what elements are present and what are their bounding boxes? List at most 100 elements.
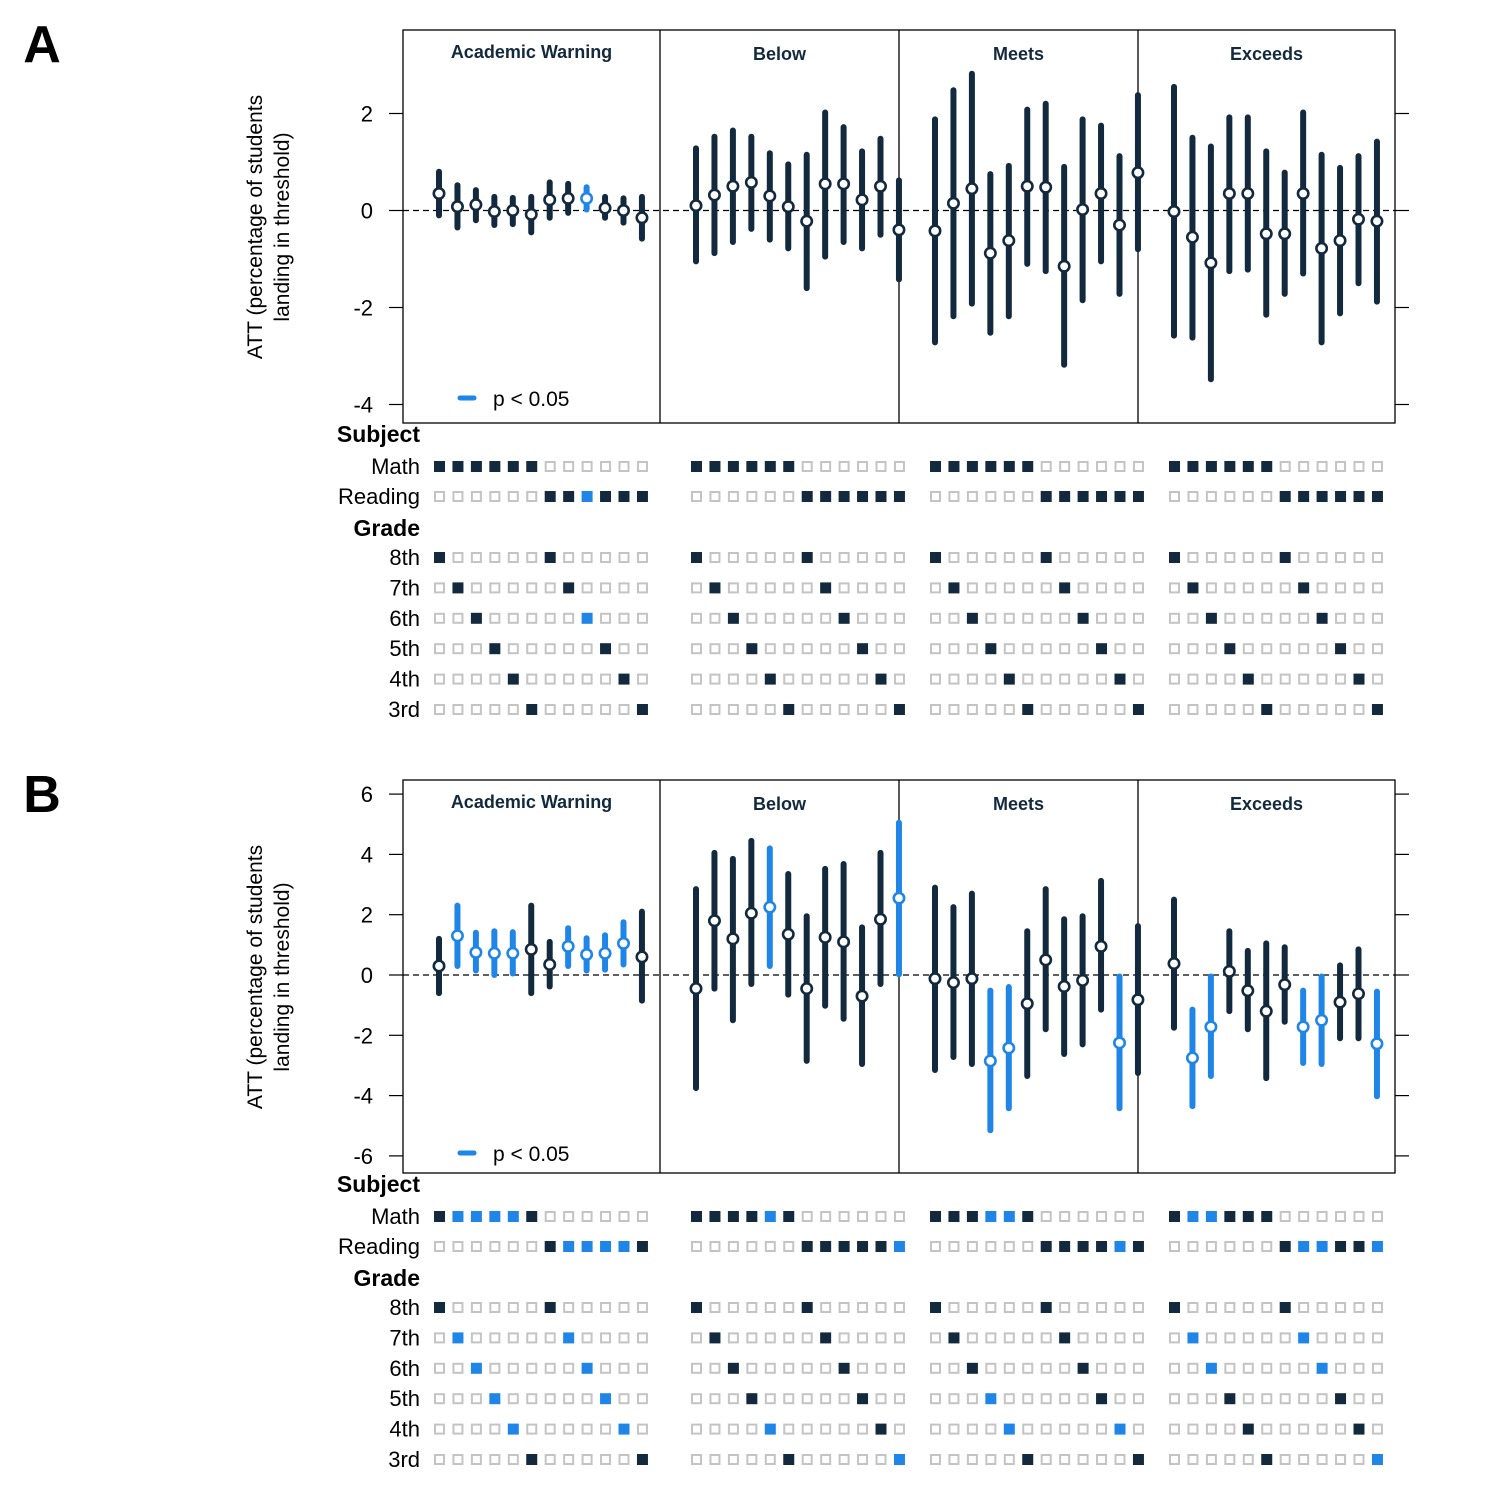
matrix-square-empty (1114, 1211, 1126, 1222)
matrix-square-filled (985, 1211, 997, 1222)
matrix-square-empty (801, 1423, 813, 1435)
point-estimate (1315, 241, 1329, 255)
point-estimate (450, 200, 464, 214)
matrix-square-empty (764, 582, 776, 594)
matrix-square-empty (1371, 1332, 1383, 1344)
matrix-square-empty (1022, 643, 1034, 655)
matrix-square-filled (820, 582, 832, 594)
matrix-square-filled (948, 582, 960, 594)
point-estimate (469, 198, 483, 212)
matrix-square-empty (838, 582, 850, 594)
matrix-square-filled (1022, 461, 1034, 472)
matrix-square-empty (1353, 704, 1365, 715)
matrix-square-empty (746, 1332, 758, 1344)
matrix-square-filled (746, 461, 758, 472)
point-estimate (580, 947, 594, 961)
matrix-square-filled (618, 1241, 630, 1252)
point-estimate (1241, 984, 1255, 998)
matrix-square-empty (507, 704, 519, 715)
matrix-square-empty (1261, 673, 1273, 685)
matrix-square-empty (764, 612, 776, 624)
matrix-square-empty (452, 552, 464, 563)
point-estimate (506, 204, 520, 218)
matrix-square-empty (1261, 491, 1273, 502)
point-estimate (487, 204, 501, 218)
matrix-square-empty (618, 643, 630, 655)
matrix-square-empty (489, 1302, 501, 1313)
matrix-square-empty (709, 1241, 721, 1252)
matrix-square-empty (875, 643, 887, 655)
matrix-square-empty (1187, 491, 1199, 502)
matrix-square-empty (434, 582, 445, 594)
matrix-square-empty (1096, 1454, 1108, 1465)
matrix-square-empty (1040, 673, 1052, 685)
y-tick-label: -2 (353, 1023, 373, 1048)
matrix-square-empty (727, 643, 739, 655)
matrix-square-empty (1279, 1332, 1291, 1344)
matrix-square-empty (1353, 1454, 1365, 1465)
matrix-square-filled (1096, 643, 1108, 655)
matrix-square-empty (893, 461, 905, 472)
matrix-square-empty (1298, 704, 1310, 715)
matrix-square-filled (526, 1211, 538, 1222)
matrix-square-empty (948, 704, 960, 715)
matrix-square-empty (1335, 582, 1347, 594)
facet-title: Exceeds (1230, 44, 1303, 64)
point-estimate (965, 972, 979, 986)
matrix-square-empty (434, 1332, 445, 1344)
matrix-square-filled (1242, 1423, 1254, 1435)
matrix-square-empty (985, 704, 997, 715)
matrix-square-filled (618, 1423, 630, 1435)
matrix-row-label: 5th (389, 636, 420, 661)
matrix-square-filled (1224, 461, 1236, 472)
matrix-square-empty (581, 552, 593, 563)
matrix-square-filled (838, 491, 850, 502)
point-estimate (873, 912, 887, 926)
matrix-square-empty (893, 612, 905, 624)
matrix-square-empty (1261, 582, 1273, 594)
matrix-square-filled (452, 1211, 464, 1222)
matrix-square-empty (1242, 704, 1254, 715)
matrix-square-empty (930, 704, 941, 715)
matrix-square-empty (783, 582, 795, 594)
matrix-square-empty (1353, 643, 1365, 655)
matrix-square-empty (691, 1393, 702, 1405)
matrix-grade-header: Grade (354, 1265, 420, 1291)
matrix-square-empty (709, 704, 721, 715)
matrix-square-empty (1371, 1302, 1383, 1313)
matrix-square-empty (1114, 1332, 1126, 1344)
matrix-square-empty (893, 1211, 905, 1222)
matrix-square-empty (764, 1454, 776, 1465)
point-estimate (1222, 187, 1236, 201)
matrix-square-empty (1371, 673, 1383, 685)
point-estimate (1002, 1041, 1016, 1055)
matrix-square-empty (489, 552, 501, 563)
matrix-square-filled (764, 461, 776, 472)
matrix-square-empty (1040, 1423, 1052, 1435)
matrix-square-empty (1224, 1241, 1236, 1252)
matrix-square-filled (966, 1211, 978, 1222)
matrix-square-empty (801, 1393, 813, 1405)
matrix-square-empty (966, 552, 978, 563)
matrix-square-empty (1371, 612, 1383, 624)
facet-title: Exceeds (1230, 794, 1303, 814)
point-estimate (1113, 1036, 1127, 1050)
matrix-square-empty (452, 1423, 464, 1435)
matrix-square-filled (1279, 552, 1291, 563)
matrix-square-empty (1114, 582, 1126, 594)
matrix-square-empty (1298, 612, 1310, 624)
matrix-square-empty (1298, 1302, 1310, 1313)
matrix-square-empty (820, 1423, 832, 1435)
matrix-square-empty (581, 1393, 593, 1405)
matrix-square-empty (544, 1454, 556, 1465)
matrix-square-empty (801, 582, 813, 594)
matrix-square-empty (452, 673, 464, 685)
matrix-square-empty (727, 1454, 739, 1465)
matrix-square-empty (563, 704, 575, 715)
matrix-square-empty (727, 704, 739, 715)
matrix-square-empty (526, 673, 538, 685)
point-estimate (763, 900, 777, 914)
matrix-square-filled (1096, 1393, 1108, 1405)
matrix-square-empty (1316, 461, 1328, 472)
